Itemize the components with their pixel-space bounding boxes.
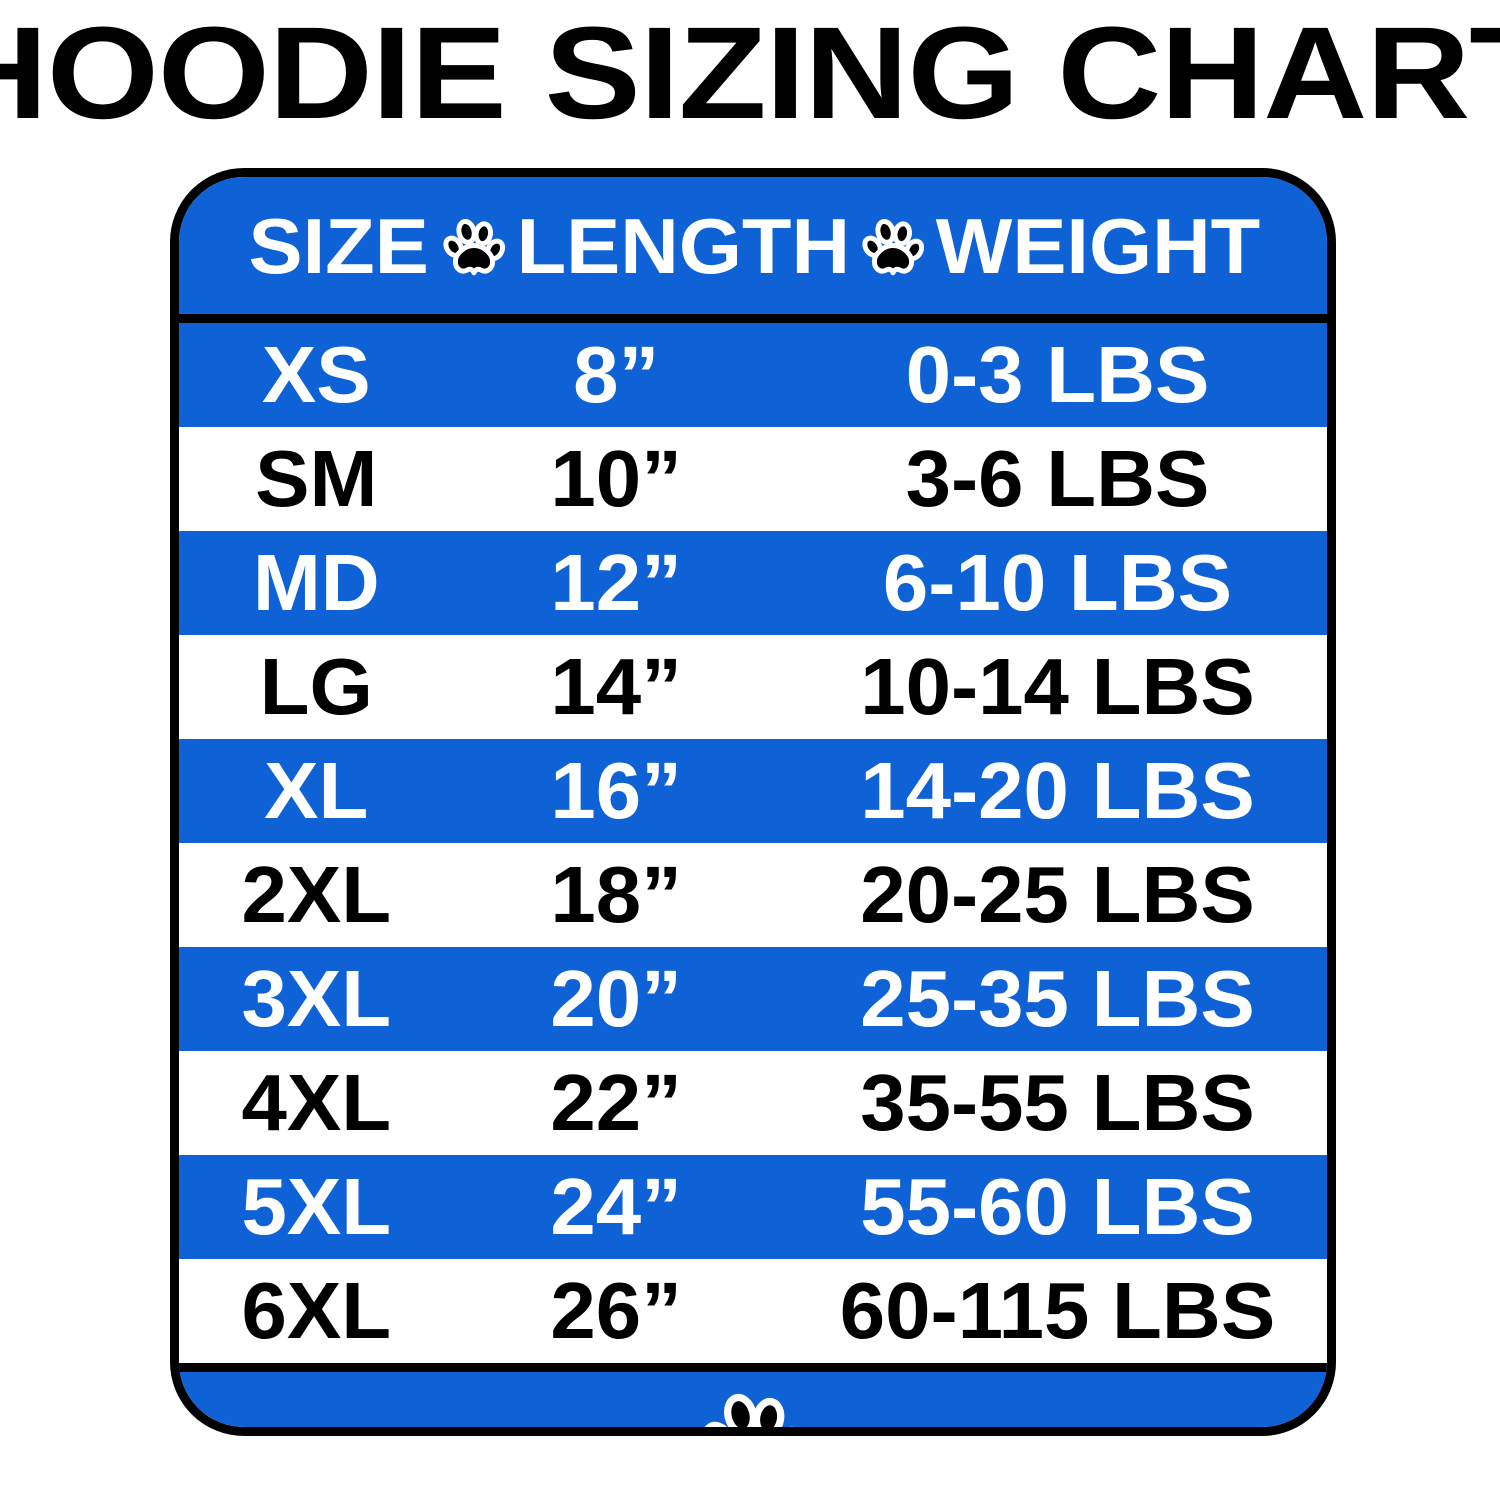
cell-weight: 60-115 LBS	[839, 1266, 1276, 1355]
table-row: 5XL 24” 55-60 LBS	[179, 1155, 1327, 1259]
cell-weight: 3-6 LBS	[905, 434, 1210, 523]
sizing-table: SIZE LENGTH	[179, 177, 1327, 1427]
table-row: 4XL 22” 35-55 LBS	[179, 1051, 1327, 1155]
cell-size: LG	[259, 642, 373, 731]
cell-length: 8”	[572, 330, 659, 419]
cell-length: 10”	[549, 434, 682, 523]
cell-length: 12”	[549, 538, 682, 627]
table-row: 3XL 20” 25-35 LBS	[179, 947, 1327, 1051]
cell-size: XS	[261, 330, 371, 419]
cell-weight: 0-3 LBS	[905, 330, 1210, 419]
table-row: 2XL 18” 20-25 LBS	[179, 843, 1327, 947]
cell-length: 16”	[549, 746, 682, 835]
cell-size: 4XL	[241, 1058, 392, 1147]
column-header-length: LENGTH	[516, 201, 851, 290]
cell-length: 18”	[549, 850, 682, 939]
table-row: LG 14” 10-14 LBS	[179, 635, 1327, 739]
table-footer-row	[179, 1363, 1327, 1427]
cell-length: 14”	[549, 642, 682, 731]
table-row: SM 10” 3-6 LBS	[179, 427, 1327, 531]
cell-weight: 14-20 LBS	[860, 746, 1255, 835]
table-row: 6XL 26” 60-115 LBS	[179, 1259, 1327, 1363]
paw-print-icon	[443, 217, 506, 279]
cell-weight: 20-25 LBS	[860, 850, 1255, 939]
sizing-table-card: SIZE LENGTH	[170, 168, 1336, 1436]
cell-size: XL	[264, 746, 369, 835]
page-title: HOODIE SIZING CHART	[0, 0, 1500, 146]
cell-weight: 35-55 LBS	[860, 1058, 1255, 1147]
cell-size: 6XL	[241, 1266, 392, 1355]
cell-size: 2XL	[241, 850, 392, 939]
column-header-size: SIZE	[248, 201, 429, 290]
cell-size: SM	[255, 434, 378, 523]
cell-weight: 55-60 LBS	[860, 1162, 1255, 1251]
cell-size: MD	[252, 538, 380, 627]
cell-length: 20”	[549, 954, 682, 1043]
cell-weight: 6-10 LBS	[882, 538, 1233, 627]
paw-print-icon	[701, 1390, 805, 1427]
table-header-row: SIZE LENGTH	[179, 177, 1327, 323]
cell-weight: 10-14 LBS	[860, 642, 1255, 731]
cell-length: 26”	[549, 1266, 682, 1355]
table-row: XS 8” 0-3 LBS	[179, 323, 1327, 427]
table-row: MD 12” 6-10 LBS	[179, 531, 1327, 635]
cell-weight: 25-35 LBS	[860, 954, 1255, 1043]
cell-length: 24”	[549, 1162, 682, 1251]
column-header-weight: WEIGHT	[935, 201, 1261, 290]
cell-size: 5XL	[241, 1162, 392, 1251]
cell-size: 3XL	[241, 954, 392, 1043]
cell-length: 22”	[549, 1058, 682, 1147]
paw-print-icon	[862, 217, 925, 279]
table-row: XL 16” 14-20 LBS	[179, 739, 1327, 843]
